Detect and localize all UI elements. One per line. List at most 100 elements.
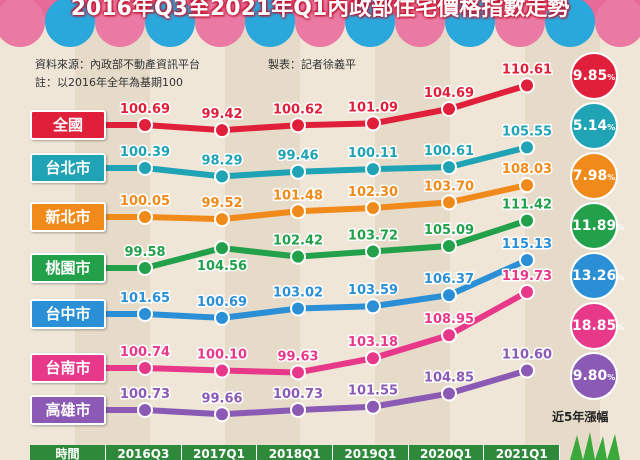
series-label: 台中市 (30, 299, 106, 329)
data-label: 103.70 (424, 179, 474, 194)
percent-sign: % (607, 123, 616, 132)
data-label: 101.55 (348, 384, 398, 399)
data-label: 99.46 (277, 149, 318, 164)
data-label: 100.73 (273, 387, 323, 402)
data-label: 110.60 (502, 348, 552, 363)
awning-scallop (0, 0, 45, 47)
percent-sign: % (607, 73, 616, 82)
awning-scallop (595, 0, 640, 47)
series-label: 台北市 (30, 153, 106, 183)
percent-sign: % (616, 223, 625, 232)
percent-sign: % (607, 173, 616, 182)
series-label: 新北市 (30, 202, 106, 232)
data-label: 100.10 (197, 348, 247, 363)
data-label: 103.72 (348, 228, 398, 243)
data-point (290, 364, 306, 381)
data-point (214, 406, 230, 423)
data-point (441, 237, 457, 254)
maker-note: 製表：記者徐義平 (268, 58, 356, 71)
data-label: 115.13 (502, 237, 552, 252)
gain-label: 近5年漲幅 (552, 410, 609, 424)
data-label: 99.58 (124, 245, 165, 260)
data-point (519, 177, 535, 194)
data-label: 110.61 (502, 62, 552, 77)
awning-scallop (345, 0, 395, 47)
awning-scallop (245, 0, 295, 47)
data-label: 108.95 (424, 312, 474, 327)
data-point (290, 300, 306, 317)
data-point (519, 362, 535, 379)
data-label: 101.48 (273, 188, 323, 203)
source-note: 資料來源：內政部不動產資訊平台 (35, 58, 200, 71)
data-point (365, 398, 381, 415)
chart-title: 2016年Q3至2021年Q1內政部住宅價格指數走勢 (70, 0, 570, 21)
percent-sign: % (616, 323, 625, 332)
data-label: 104.85 (424, 371, 474, 386)
data-label: 100.69 (197, 295, 247, 310)
data-point (441, 287, 457, 304)
awning-scallop (45, 0, 95, 47)
gain-value: 18.85 (572, 318, 617, 334)
gain-value: 13.26 (572, 268, 617, 284)
data-label: 105.09 (424, 223, 474, 238)
data-point (290, 248, 306, 265)
x-tick-label: 2021Q1 (484, 445, 561, 460)
data-point (214, 362, 230, 379)
gain-value: 7.98 (572, 168, 608, 184)
x-tick-label: 2017Q1 (182, 445, 258, 460)
data-point (214, 309, 230, 326)
data-point (441, 159, 457, 176)
data-point (519, 212, 535, 229)
series-label: 全國 (30, 110, 106, 140)
gain-badge: 5.14% (570, 102, 618, 150)
data-label: 100.69 (120, 102, 170, 117)
gain-badge: 11.89% (570, 202, 624, 250)
awning-scallop (445, 0, 495, 47)
gain-badge: 9.80% (570, 352, 618, 400)
data-point (137, 117, 153, 133)
data-label: 100.39 (120, 145, 170, 160)
data-label: 100.73 (120, 387, 170, 402)
data-label: 99.52 (201, 196, 242, 211)
data-label: 100.11 (348, 146, 398, 161)
data-point (214, 168, 230, 185)
awning-decoration (0, 0, 640, 47)
data-point (137, 260, 153, 276)
time-axis-label: 時間 (30, 445, 106, 460)
data-label: 102.30 (348, 185, 398, 200)
awning-scallop (545, 0, 595, 47)
data-label: 99.42 (201, 107, 242, 122)
data-point (290, 402, 306, 418)
data-label: 111.42 (502, 198, 552, 213)
data-label: 98.29 (201, 153, 242, 168)
data-point (214, 122, 230, 139)
data-point (214, 240, 230, 257)
gain-badge: 13.26% (570, 252, 624, 300)
data-label: 99.63 (277, 349, 318, 364)
data-point (519, 77, 535, 94)
data-point (290, 163, 306, 180)
gain-badge: 9.85% (570, 52, 618, 100)
gain-value: 11.89 (572, 218, 617, 234)
data-label: 102.42 (273, 234, 323, 249)
gain-value: 5.14 (572, 118, 608, 134)
data-point (519, 139, 535, 156)
awning-scallop (95, 0, 145, 47)
data-label: 103.02 (273, 286, 323, 301)
series-label: 高雄市 (30, 395, 106, 425)
x-tick-label: 2018Q1 (257, 445, 334, 460)
data-label: 103.18 (348, 335, 398, 350)
data-label: 105.55 (502, 124, 552, 139)
data-point (137, 160, 153, 176)
data-label: 101.09 (348, 100, 398, 115)
data-label: 103.59 (348, 283, 398, 298)
awning-scallop (295, 0, 345, 47)
awning-scallop (195, 0, 245, 47)
x-tick-label: 2020Q1 (409, 445, 485, 460)
data-point (365, 161, 381, 178)
series-label: 桃園市 (30, 253, 106, 283)
data-point (441, 385, 457, 402)
data-point (290, 203, 306, 220)
